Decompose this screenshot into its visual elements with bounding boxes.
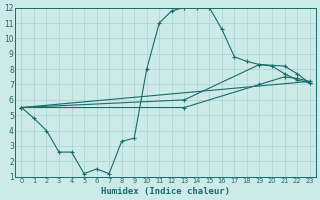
X-axis label: Humidex (Indice chaleur): Humidex (Indice chaleur) xyxy=(101,187,230,196)
